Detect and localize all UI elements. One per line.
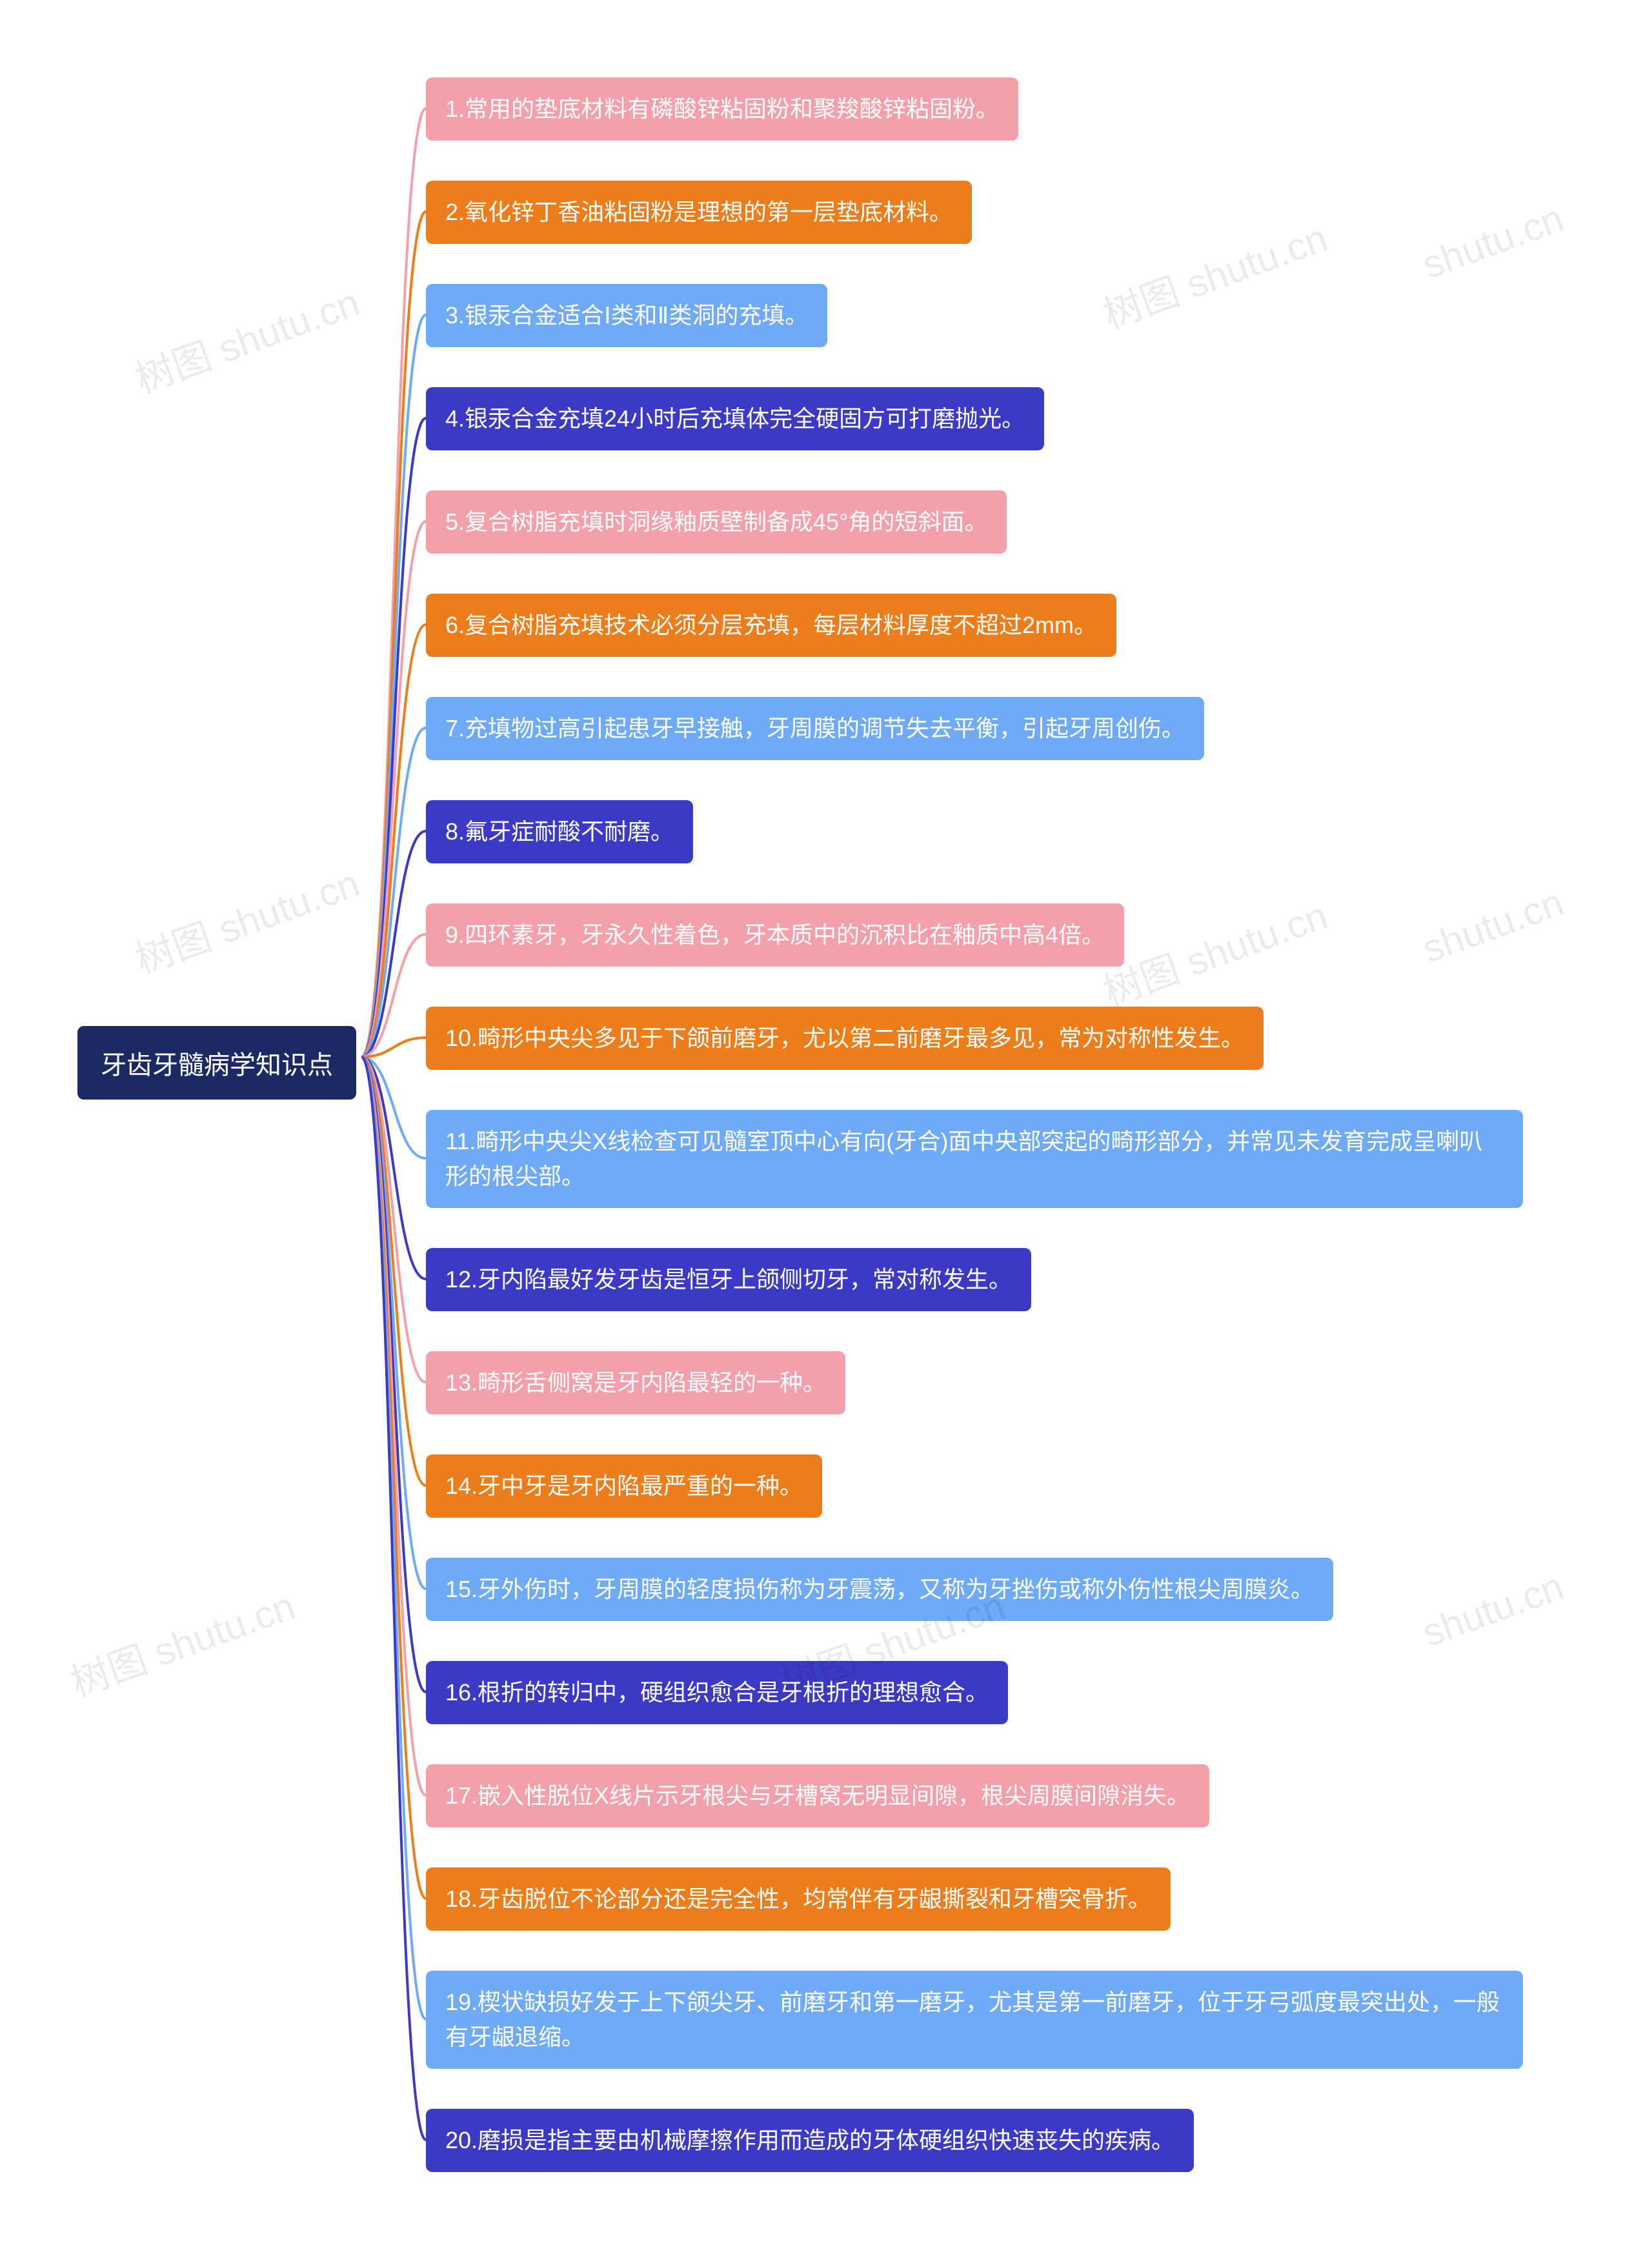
child-node-13[interactable]: 13.畸形舌侧窝是牙内陷最轻的一种。 [426, 1351, 845, 1414]
watermark: shutu.cn [1416, 880, 1569, 971]
watermark: 树图 shutu.cn [1094, 206, 1334, 339]
child-node-11[interactable]: 11.畸形中央尖X线检查可见髓室顶中心有向(牙合)面中央部突起的畸形部分，并常见… [426, 1110, 1523, 1208]
watermark: shutu.cn [1416, 196, 1569, 287]
watermark: 树图 shutu.cn [1094, 884, 1334, 1017]
child-node-4[interactable]: 4.银汞合金充填24小时后充填体完全硬固方可打磨抛光。 [426, 387, 1044, 450]
root-node[interactable]: 牙齿牙髓病学知识点 [77, 1026, 356, 1100]
child-node-15[interactable]: 15.牙外伤时，牙周膜的轻度损伤称为牙震荡，又称为牙挫伤或称外伤性根尖周膜炎。 [426, 1558, 1333, 1621]
child-node-6[interactable]: 6.复合树脂充填技术必须分层充填，每层材料厚度不超过2mm。 [426, 594, 1116, 657]
child-node-17[interactable]: 17.嵌入性脱位X线片示牙根尖与牙槽窝无明显间隙，根尖周膜间隙消失。 [426, 1764, 1209, 1827]
child-node-20[interactable]: 20.磨损是指主要由机械摩擦作用而造成的牙体硬组织快速丧失的疾病。 [426, 2109, 1194, 2172]
watermark: 树图 shutu.cn [126, 852, 366, 985]
child-node-3[interactable]: 3.银汞合金适合Ⅰ类和Ⅱ类洞的充填。 [426, 284, 827, 347]
child-node-14[interactable]: 14.牙中牙是牙内陷最严重的一种。 [426, 1454, 822, 1518]
child-node-5[interactable]: 5.复合树脂充填时洞缘釉质壁制备成45°角的短斜面。 [426, 490, 1007, 554]
child-node-19[interactable]: 19.楔状缺损好发于上下颌尖牙、前磨牙和第一磨牙，尤其是第一前磨牙，位于牙弓弧度… [426, 1971, 1523, 2069]
child-node-12[interactable]: 12.牙内陷最好发牙齿是恒牙上颌侧切牙，常对称发生。 [426, 1248, 1031, 1311]
child-node-7[interactable]: 7.充填物过高引起患牙早接触，牙周膜的调节失去平衡，引起牙周创伤。 [426, 697, 1204, 760]
child-node-16[interactable]: 16.根折的转归中，硬组织愈合是牙根折的理想愈合。 [426, 1661, 1008, 1724]
child-node-9[interactable]: 9.四环素牙，牙永久性着色，牙本质中的沉积比在釉质中高4倍。 [426, 903, 1124, 967]
child-node-1[interactable]: 1.常用的垫底材料有磷酸锌粘固粉和聚羧酸锌粘固粉。 [426, 77, 1018, 141]
mindmap-container: 牙齿牙髓病学知识点 1.常用的垫底材料有磷酸锌粘固粉和聚羧酸锌粘固粉。 2.氧化锌… [0, 0, 1652, 2254]
child-node-10[interactable]: 10.畸形中央尖多见于下颌前磨牙，尤以第二前磨牙最多见，常为对称性发生。 [426, 1007, 1264, 1070]
child-node-18[interactable]: 18.牙齿脱位不论部分还是完全性，均常伴有牙龈撕裂和牙槽突骨折。 [426, 1867, 1171, 1931]
child-node-8[interactable]: 8.氟牙症耐酸不耐磨。 [426, 800, 693, 863]
watermark: 树图 shutu.cn [62, 1575, 301, 1707]
watermark: shutu.cn [1416, 1564, 1569, 1655]
child-node-2[interactable]: 2.氧化锌丁香油粘固粉是理想的第一层垫底材料。 [426, 181, 972, 244]
watermark: 树图 shutu.cn [126, 271, 366, 404]
